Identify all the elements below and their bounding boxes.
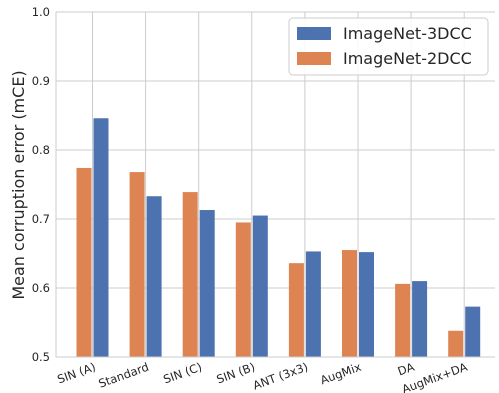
bar-3dcc — [465, 306, 481, 357]
legend-label: ImageNet-2DCC — [343, 49, 472, 68]
x-tick-label: DA — [396, 360, 416, 379]
x-tick-label: AugMix — [318, 360, 363, 388]
y-tick-label: 0.7 — [32, 212, 50, 226]
bar-2dcc — [182, 192, 198, 357]
x-tick-label: SIN (B) — [215, 360, 257, 387]
x-tick-label: ANT (3x3) — [251, 360, 310, 393]
y-tick-labels: 0.5 0.6 0.7 0.8 0.9 1.0 — [32, 5, 50, 364]
legend-frame — [288, 17, 489, 76]
legend-swatch — [297, 52, 331, 65]
x-tick-label: SIN (C) — [161, 360, 203, 387]
bar-2dcc — [288, 263, 304, 357]
y-tick-label: 0.5 — [32, 350, 50, 364]
y-tick-label: 1.0 — [32, 5, 50, 19]
bar-2dcc — [235, 222, 251, 357]
bar-2dcc — [76, 167, 92, 357]
x-tick-label: Standard — [97, 360, 151, 391]
y-tick-label: 0.8 — [32, 143, 50, 157]
bar-2dcc — [342, 250, 357, 357]
bar-3dcc — [146, 196, 162, 357]
y-tick-label: 0.6 — [32, 281, 50, 295]
y-axis-label: Mean corruption error (mCE) — [9, 70, 28, 299]
x-tick-label: SIN (A) — [55, 360, 97, 387]
bar-3dcc — [199, 210, 215, 357]
bars — [76, 118, 481, 357]
legend: ImageNet-3DCC ImageNet-2DCC — [288, 17, 489, 76]
bar-2dcc — [448, 330, 464, 357]
legend-swatch — [297, 27, 331, 40]
bar-2dcc — [129, 172, 145, 357]
bar-3dcc — [305, 251, 321, 357]
axes — [55, 12, 495, 358]
legend-label: ImageNet-3DCC — [343, 24, 472, 43]
bar-3dcc — [359, 252, 374, 357]
x-tick-labels: SIN (A) Standard SIN (C) SIN (B)ANT (3x3) Au… — [55, 360, 469, 393]
bar-3dcc — [93, 118, 109, 357]
bar-3dcc — [252, 215, 268, 357]
y-tick-label: 0.9 — [32, 74, 50, 88]
bar-3dcc — [412, 281, 428, 357]
bar-2dcc — [395, 283, 411, 357]
